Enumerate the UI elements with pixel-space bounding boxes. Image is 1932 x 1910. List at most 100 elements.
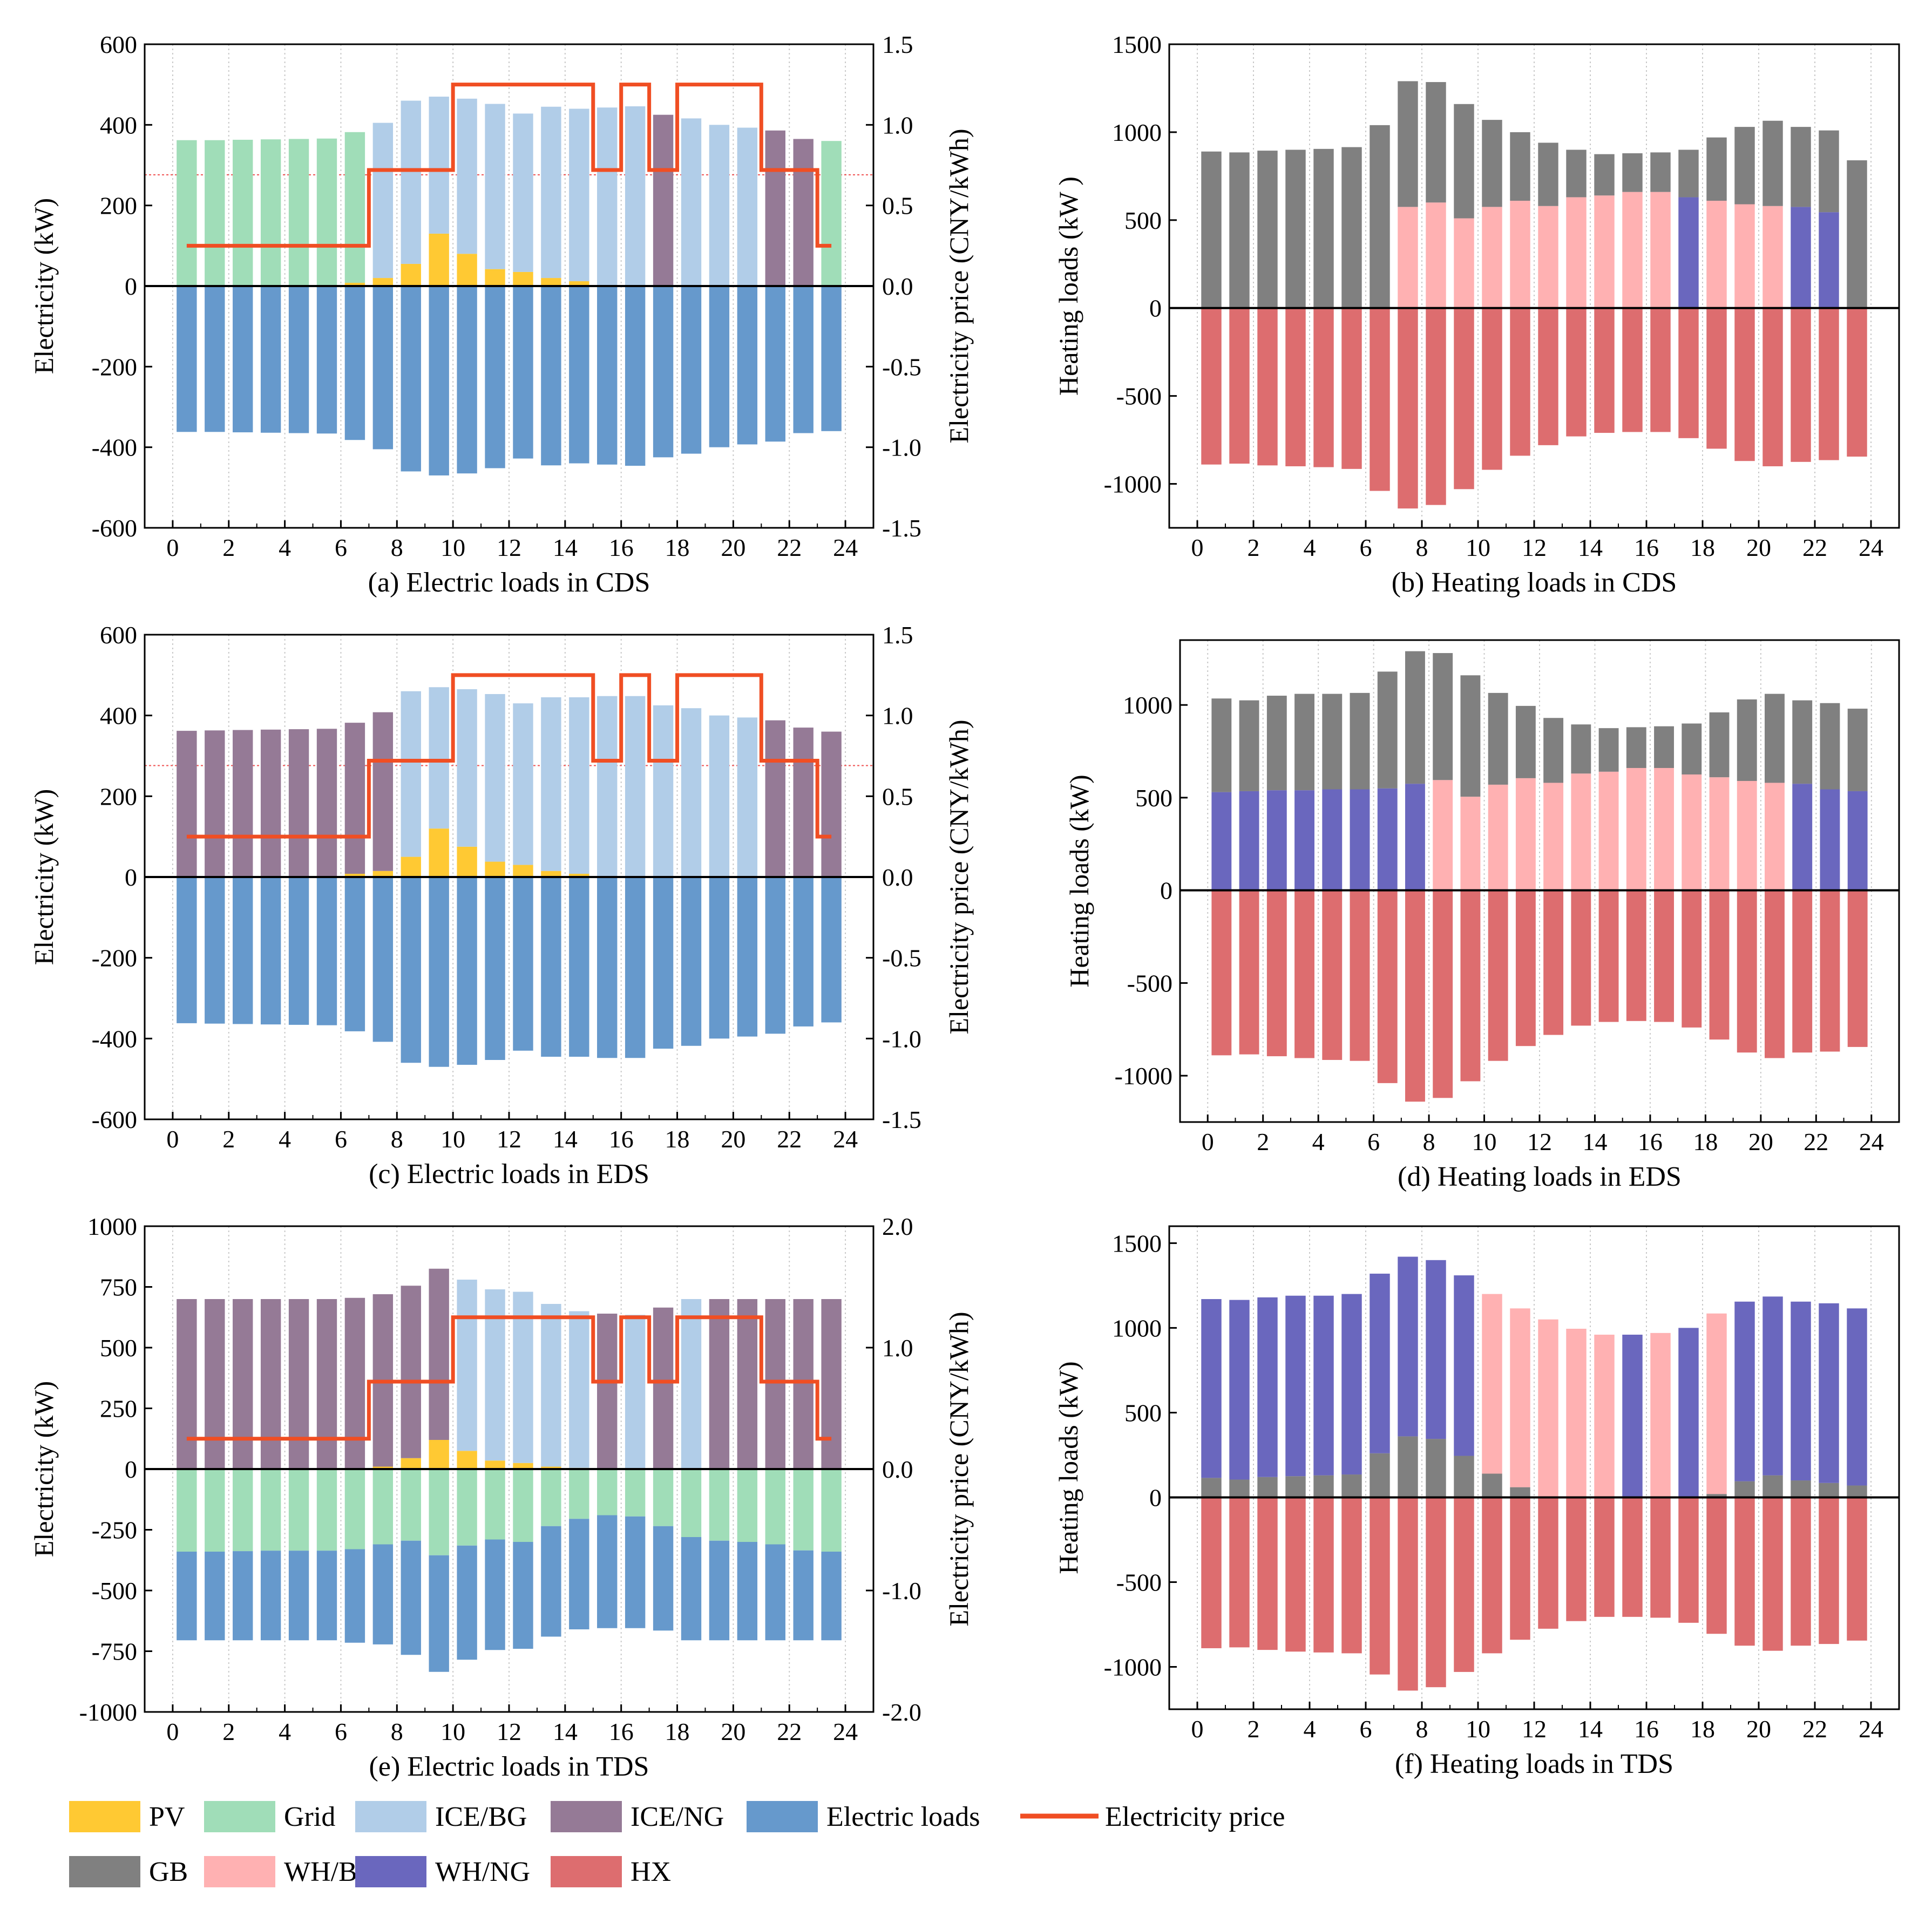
bar-hx — [1762, 308, 1783, 466]
x-tick-label: 18 — [665, 1125, 690, 1153]
bar-hx — [1626, 890, 1646, 1021]
bar-gb — [1294, 694, 1314, 791]
bar-electric-loads — [316, 286, 337, 434]
bar-hx — [1341, 1497, 1362, 1654]
bar-ice-bg — [737, 717, 758, 877]
bar-gb — [1538, 142, 1558, 206]
y-tick-label: 600 — [100, 621, 137, 649]
y-tick-label: 500 — [1124, 1399, 1162, 1426]
legend-swatch-electric-loads — [747, 1801, 818, 1832]
y-tick-label: -200 — [92, 353, 137, 380]
panel-f: 0 2 4 6 8 10 12 14 16 18 20 22 24150010005000-500-10… — [1053, 1225, 1900, 1779]
bar-wh-bg — [1515, 778, 1536, 891]
bar-hx — [1622, 1497, 1643, 1617]
x-tick-label: 20 — [721, 1125, 745, 1153]
x-tick-label: 16 — [1634, 534, 1659, 561]
x-tick-label: 16 — [1634, 1715, 1659, 1743]
x-axis: 0 2 4 6 8 10 12 14 16 18 20 22 24 — [1191, 1702, 1883, 1743]
bar-electric-loads — [541, 877, 561, 1057]
bar-electric-loads — [401, 1540, 421, 1655]
bar-wh-bg — [1454, 218, 1474, 308]
bar-wh-ng — [1322, 789, 1343, 891]
bar-wh-bg — [1762, 206, 1783, 308]
bar-hx — [1706, 1497, 1727, 1634]
bar-hx — [1454, 1497, 1474, 1672]
bar-ice-bg — [457, 689, 477, 847]
bar-ice-bg — [709, 715, 730, 877]
bar-gb — [1460, 675, 1481, 797]
bar-wh-ng — [1791, 207, 1811, 308]
y-tick-label: -500 — [1127, 969, 1172, 997]
bar-wh-bg — [1433, 780, 1453, 891]
y-tick-label: -500 — [92, 1577, 137, 1605]
bar-hx — [1211, 890, 1232, 1056]
legend-row-2: GB WH/BG WH/NG HX — [69, 1856, 671, 1887]
x-axis: 0 2 4 6 8 10 12 14 16 18 20 22 24 — [166, 1112, 858, 1153]
bar-wh-ng — [1819, 1303, 1839, 1483]
bar-gb — [1765, 694, 1785, 783]
bar-gb — [1709, 712, 1730, 778]
legend-label-grid: Grid — [284, 1802, 335, 1832]
bar-hx — [1515, 890, 1536, 1046]
grid-lines — [1197, 1226, 1872, 1709]
bar-electric-loads — [793, 877, 814, 1027]
bar-ice-bg — [709, 125, 730, 287]
bars — [1211, 651, 1868, 1102]
y2-tick-label: 1.0 — [882, 702, 913, 730]
x-tick-label: 12 — [497, 1125, 521, 1153]
bar-electric-loads — [765, 1544, 785, 1641]
y2-tick-label: 0.0 — [882, 273, 913, 300]
x-tick-label: 22 — [777, 534, 802, 561]
bar-wh-bg — [1734, 204, 1755, 308]
bar-ice-ng — [653, 114, 674, 286]
bar-hx — [1285, 308, 1306, 466]
y-axis: 600 400 200 0 -200 -400 -600 Electricity (kW) — [29, 31, 152, 542]
bar-gb — [1229, 1479, 1250, 1498]
bar-gb — [1706, 1494, 1727, 1498]
y2-tick-label: -1.0 — [882, 1577, 921, 1605]
bar-ice-bg — [513, 703, 533, 865]
panel-caption: (c) Electric loads in EDS — [369, 1159, 649, 1189]
bar-electric-loads — [709, 1540, 730, 1641]
bar-grid — [485, 1469, 505, 1540]
x-tick-label: 16 — [1638, 1128, 1663, 1155]
bar-hx — [1426, 1497, 1446, 1688]
y2-tick-label: 1.0 — [882, 1334, 913, 1362]
x-tick-label: 12 — [1527, 1128, 1552, 1155]
bar-hx — [1737, 890, 1757, 1053]
bar-grid — [821, 1469, 842, 1552]
bar-gb — [1654, 726, 1674, 768]
bar-gb — [1678, 149, 1699, 198]
bar-ice-bg — [457, 1280, 477, 1451]
y-axis: 600 400 200 0 -200 -400 -600 Electricity (kW) — [29, 621, 152, 1133]
legend-label-pv: PV — [149, 1802, 185, 1832]
bar-ice-ng — [205, 730, 225, 877]
bar-hx — [1285, 1497, 1306, 1652]
x-tick-label: 18 — [1690, 1715, 1715, 1743]
bar-wh-ng — [1294, 790, 1314, 891]
bar-pv — [513, 271, 533, 286]
y-axis: 1500 1000 500 0 -500 -1000 Heating loads (kW) — [1053, 1229, 1177, 1681]
x-axis: 0 2 4 6 8 10 12 14 16 18 20 22 24 — [1202, 1114, 1884, 1155]
bar-gb — [1482, 1473, 1502, 1498]
x-tick-label: 4 — [1304, 1715, 1316, 1743]
bar-ice-ng — [205, 1299, 225, 1469]
bar-grid — [821, 141, 842, 286]
bar-wh-bg — [1598, 771, 1619, 891]
y-tick-label: -250 — [92, 1517, 137, 1544]
bar-ice-ng — [233, 730, 253, 877]
bar-wh-bg — [1650, 192, 1671, 308]
y-tick-label: 0 — [1160, 877, 1172, 905]
y-tick-label: -1000 — [1104, 471, 1162, 498]
x-tick-label: 12 — [497, 534, 521, 561]
bar-gb — [1350, 692, 1370, 790]
bar-hx — [1791, 1497, 1811, 1646]
legend-label-ice-ng: ICE/NG — [631, 1802, 724, 1832]
bar-electric-loads — [597, 877, 618, 1058]
bar-hx — [1706, 308, 1727, 449]
bar-wh-ng — [1398, 1256, 1418, 1437]
bar-gb — [1322, 694, 1343, 790]
bar-pv — [485, 269, 505, 286]
bar-grid — [233, 139, 253, 286]
bar-electric-loads — [205, 1552, 225, 1641]
